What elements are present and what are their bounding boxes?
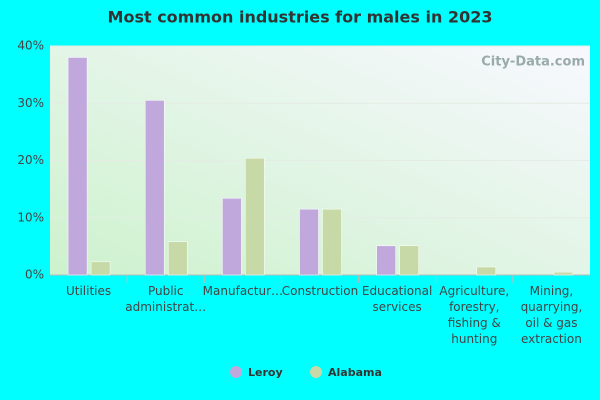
y-tick-label: 30% [17,96,44,110]
watermark: City-Data.com [481,55,585,70]
legend-label: Leroy [248,366,283,379]
legend-swatch [230,366,242,378]
y-tick-label: 20% [17,153,44,167]
y-tick-label: 10% [17,210,44,224]
x-tick-label: Utilities [66,284,111,298]
bar [553,271,574,276]
legend-label: Alabama [328,366,382,379]
x-tick-label: Manufactur… [203,284,283,298]
bar [299,208,319,276]
x-tick-label: Agriculture, forestry, fishing & hunting [439,284,509,346]
bar [376,245,396,276]
bar [476,266,497,276]
bar [90,261,111,276]
bar [245,157,265,276]
chart-title: Most common industries for males in 2023 [108,8,493,27]
x-tick-label: Construction [282,284,358,298]
x-tick-label: Public administrat… [125,284,206,314]
bar [322,208,342,276]
bar [144,100,165,276]
legend-swatch [310,366,322,378]
bar [67,57,88,276]
bar [222,198,242,276]
y-tick-label: 0% [25,268,44,282]
x-tick-label: Educational services [362,284,432,314]
y-tick-label: 40% [17,39,44,53]
bar [167,241,188,276]
bar [399,245,419,276]
x-tick-label: Mining, quarrying, oil & gas extraction [521,284,583,346]
